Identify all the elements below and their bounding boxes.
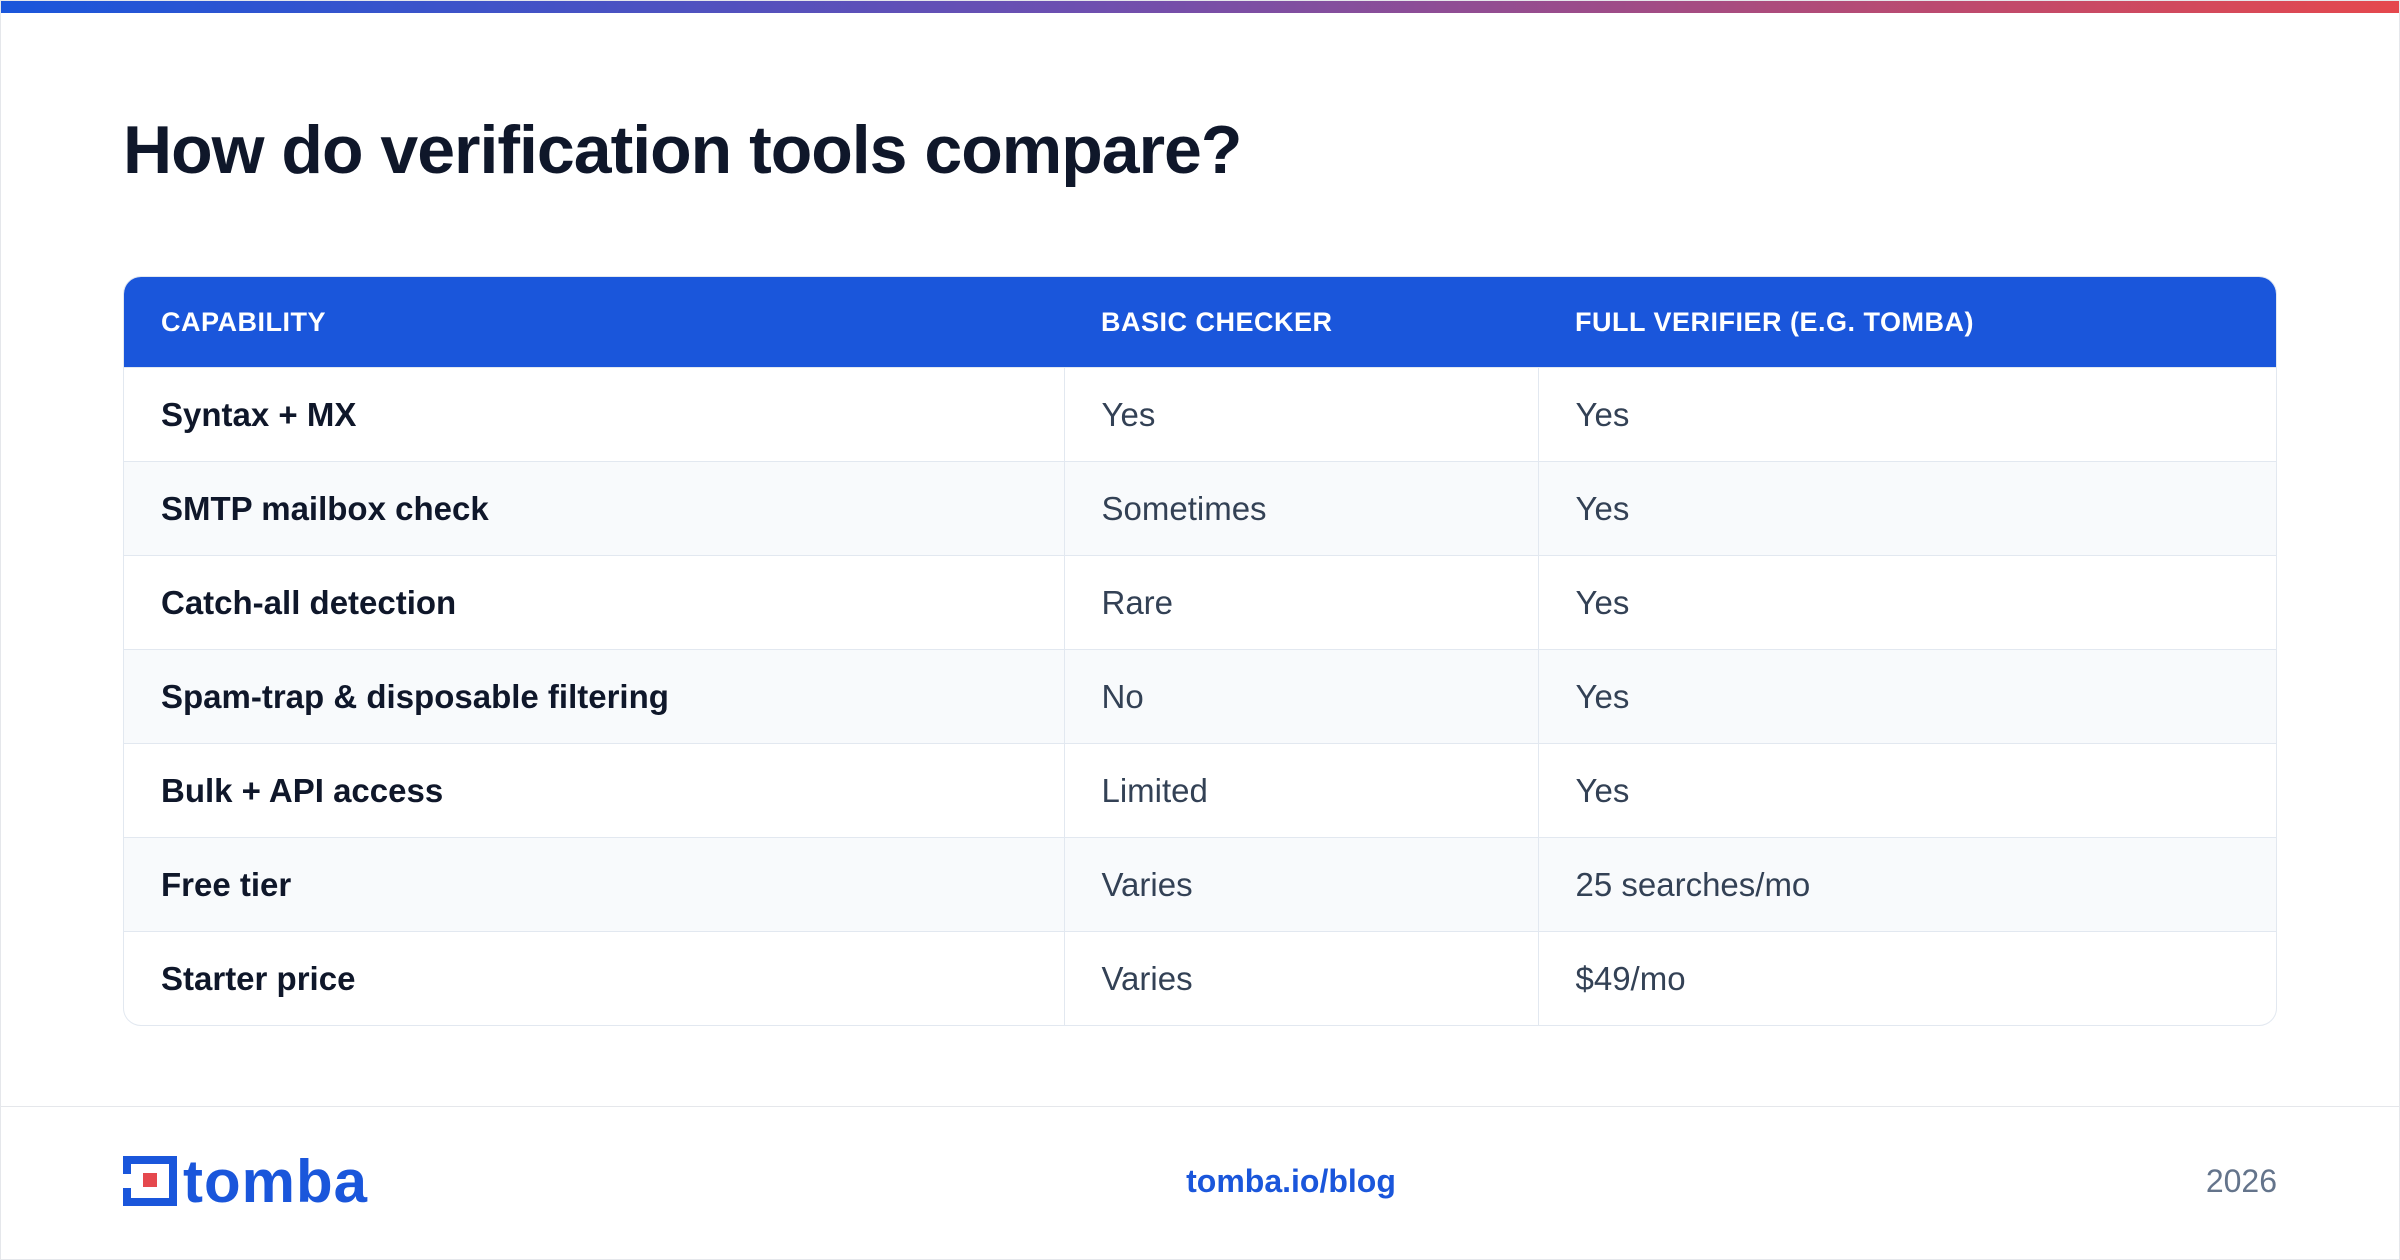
value-cell: $49/mo	[1537, 931, 2276, 1025]
blog-link[interactable]: tomba.io/blog	[1186, 1163, 1396, 1199]
table-row: Starter price Varies $49/mo	[124, 931, 2276, 1025]
capability-cell: Starter price	[124, 931, 1064, 1025]
table-row: Catch-all detection Rare Yes	[124, 555, 2276, 650]
title: How do verification tools compare?	[123, 112, 1242, 188]
capability-cell: Spam-trap & disposable filtering	[124, 649, 1064, 744]
accent-bar	[1, 1, 2399, 13]
value-cell: Yes	[1537, 367, 2276, 462]
value-cell: Yes	[1537, 649, 2276, 744]
capability-cell: Free tier	[124, 837, 1064, 932]
column-header: CAPABILITY	[124, 277, 1064, 368]
header-row: CAPABILITY BASIC CHECKER FULL VERIFIER (E.…	[124, 277, 2276, 368]
divider	[1, 1106, 2399, 1107]
year: 2026	[2205, 1163, 2277, 1199]
logo-icon	[123, 1156, 177, 1206]
table-body: Syntax + MX Yes Yes SMTP mailbox check Somet…	[124, 367, 2276, 1025]
value-cell: Yes	[1537, 555, 2276, 650]
table-row: Bulk + API access Limited Yes	[124, 743, 2276, 838]
value-cell: Rare	[1063, 555, 1538, 650]
capability-cell: Syntax + MX	[124, 367, 1064, 462]
comparison-table: CAPABILITY BASIC CHECKER FULL VERIFIER (E.…	[124, 277, 2276, 1025]
value-cell: 25 searches/mo	[1537, 837, 2276, 932]
table-row: Syntax + MX Yes Yes	[124, 367, 2276, 462]
logo[interactable]: tomba	[123, 1148, 368, 1215]
value-cell: Limited	[1063, 743, 1538, 838]
value-cell: Yes	[1063, 367, 1538, 462]
logo-text: tomba	[183, 1147, 368, 1215]
column-header: FULL VERIFIER (E.G. TOMBA)	[1538, 277, 2276, 368]
capability-cell: SMTP mailbox check	[124, 461, 1064, 556]
value-cell: No	[1063, 649, 1538, 744]
capability-cell: Catch-all detection	[124, 555, 1064, 650]
table-row: Spam-trap & disposable filtering No Yes	[124, 649, 2276, 744]
value-cell: Yes	[1537, 743, 2276, 838]
capability-cell: Bulk + API access	[124, 743, 1064, 838]
value-cell: Yes	[1537, 461, 2276, 556]
table-container: CAPABILITY BASIC CHECKER FULL VERIFIER (E.…	[123, 276, 2277, 1026]
column-header: BASIC CHECKER	[1064, 277, 1538, 368]
value-cell: Varies	[1063, 837, 1538, 932]
table-row: Free tier Varies 25 searches/mo	[124, 837, 2276, 932]
value-cell: Varies	[1063, 931, 1538, 1025]
value-cell: Sometimes	[1063, 461, 1538, 556]
table-row: SMTP mailbox check Sometimes Yes	[124, 461, 2276, 556]
